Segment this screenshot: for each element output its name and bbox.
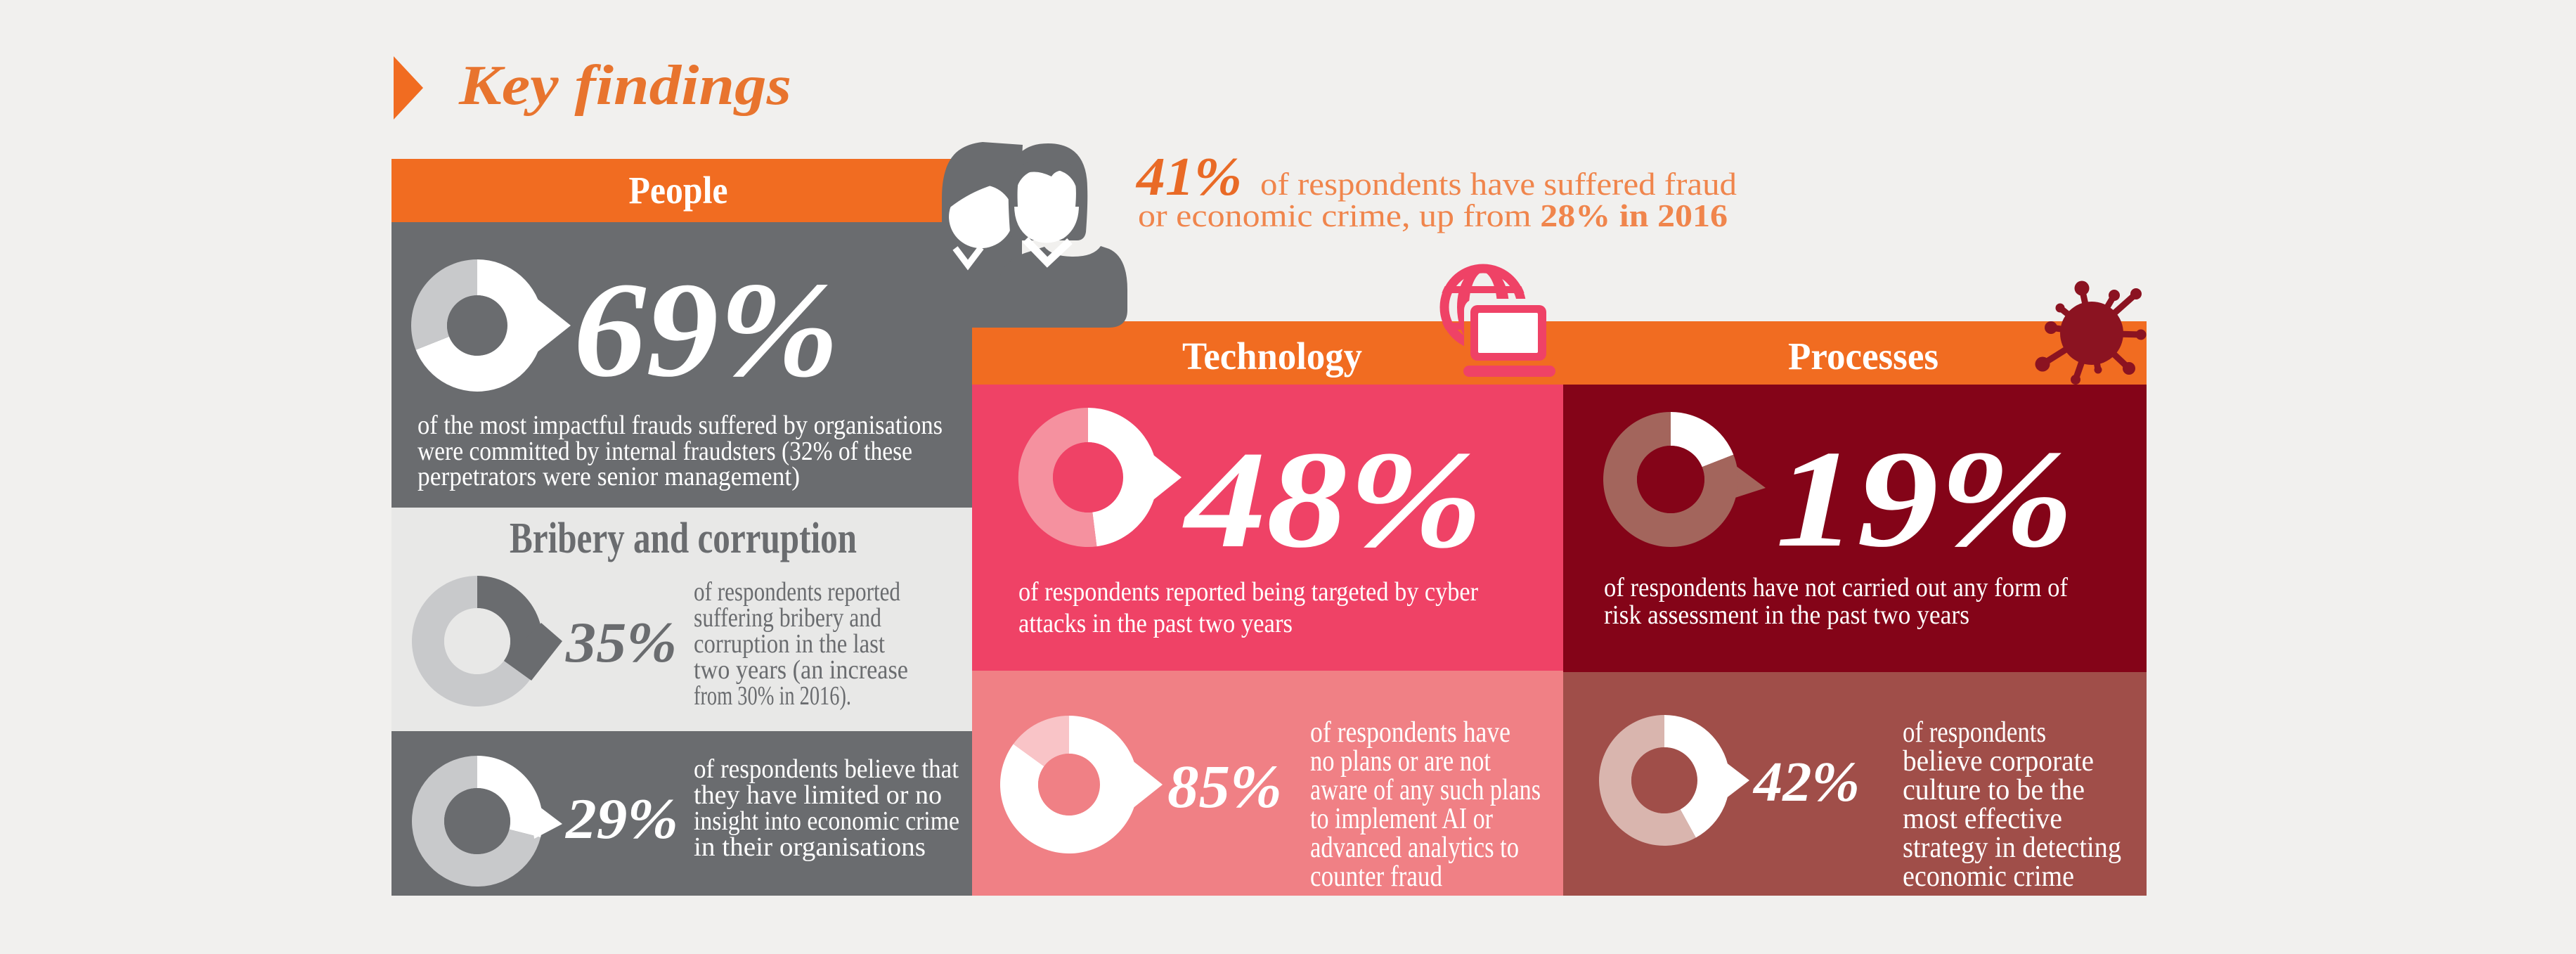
svg-text:attacks in the past two years: attacks in the past two years (1018, 609, 1293, 638)
svg-text:were committed by internal fra: were committed by internal fraudsters (3… (418, 437, 912, 466)
svg-text:69%: 69% (574, 254, 839, 405)
svg-text:42%: 42% (1752, 752, 1860, 813)
svg-text:believe corporate: believe corporate (1903, 745, 2094, 778)
svg-text:from 30% in 2016).: from 30% in 2016). (694, 681, 851, 711)
svg-text:two years (an increase: two years (an increase (694, 655, 908, 685)
svg-text:of respondents have suffered f: of respondents have suffered fraud (1260, 166, 1737, 202)
svg-text:of respondents: of respondents (1903, 716, 2046, 749)
svg-text:of respondents reported being: of respondents reported being targeted b… (1018, 577, 1478, 607)
svg-text:risk assessment in the past tw: risk assessment in the past two years (1604, 600, 1969, 630)
svg-text:48%: 48% (1182, 423, 1483, 576)
svg-text:counter fraud: counter fraud (1310, 860, 1442, 893)
svg-text:41%: 41% (1135, 146, 1242, 207)
svg-text:economic crime: economic crime (1903, 860, 2074, 893)
svg-text:Bribery and corruption: Bribery and corruption (510, 515, 857, 562)
svg-text:Processes: Processes (1788, 335, 1939, 378)
svg-text:advanced analytics to: advanced analytics to (1310, 832, 1519, 864)
svg-text:they have limited or no: they have limited or no (694, 780, 942, 810)
svg-text:People: People (629, 169, 728, 212)
svg-text:no plans or are not: no plans or are not (1310, 745, 1491, 778)
svg-text:aware of any such plans: aware of any such plans (1310, 774, 1541, 806)
svg-text:35%: 35% (565, 610, 677, 674)
svg-text:suffering bribery and: suffering bribery and (694, 603, 881, 633)
svg-text:most effective: most effective (1903, 803, 2062, 835)
svg-text:19%: 19% (1775, 422, 2074, 576)
svg-text:in their organisations: in their organisations (694, 832, 926, 862)
svg-text:insight into economic crime: insight into economic crime (694, 806, 959, 836)
svg-text:of respondents believe that: of respondents believe that (694, 754, 959, 784)
svg-text:culture to be the: culture to be the (1903, 774, 2085, 806)
svg-text:Technology: Technology (1182, 335, 1362, 378)
svg-text:or economic crime, up from 28%: or economic crime, up from 28% in 2016 (1138, 198, 1728, 233)
svg-text:85%: 85% (1167, 752, 1282, 820)
svg-text:strategy in detecting: strategy in detecting (1903, 832, 2121, 864)
svg-text:Key findings: Key findings (458, 53, 791, 117)
svg-text:corruption in the last: corruption in the last (694, 629, 885, 659)
svg-text:of the most impactful frauds s: of the most impactful frauds suffered by… (418, 411, 943, 440)
svg-text:perpetrators were senior manag: perpetrators were senior management) (418, 462, 800, 491)
svg-text:to implement AI or: to implement AI or (1310, 803, 1493, 835)
svg-text:29%: 29% (565, 787, 678, 851)
svg-text:of respondents reported: of respondents reported (694, 577, 900, 607)
svg-text:of respondents have: of respondents have (1310, 716, 1510, 749)
svg-text:of respondents have not carrie: of respondents have not carried out any … (1604, 573, 2068, 602)
